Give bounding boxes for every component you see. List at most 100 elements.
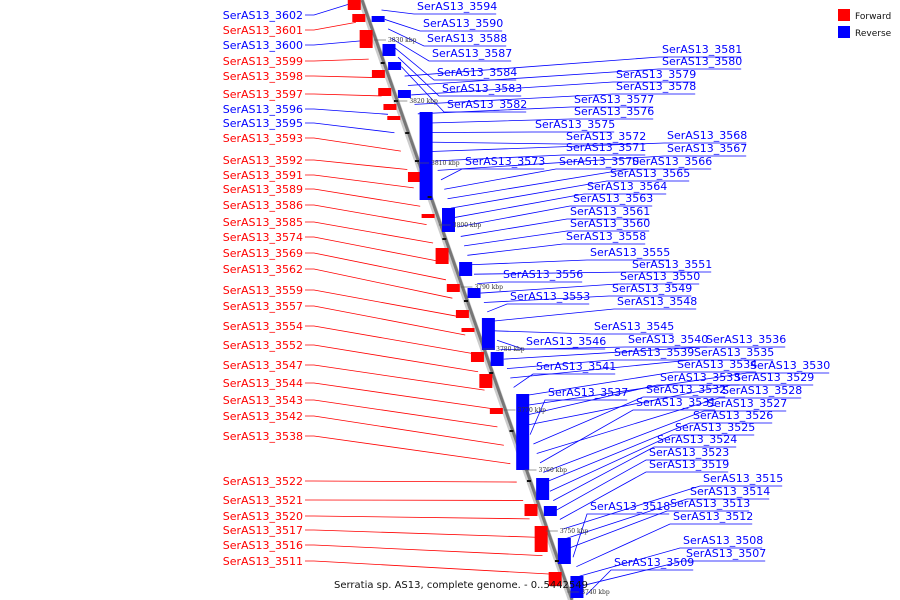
- gene-label-right[interactable]: SerAS13_3508: [683, 534, 763, 547]
- gene-label-right[interactable]: SerAS13_3545: [594, 320, 674, 333]
- gene-label-right[interactable]: SerAS13_3513: [670, 497, 750, 510]
- gene-label-right[interactable]: SerAS13_3588: [427, 32, 507, 45]
- gene-label-left[interactable]: SerAS13_3542: [223, 410, 303, 423]
- gene-label-right[interactable]: SerAS13_3523: [649, 446, 729, 459]
- gene-label-right[interactable]: SerAS13_3576: [574, 105, 654, 118]
- gene-label-left[interactable]: SerAS13_3569: [223, 247, 303, 260]
- gene-label-right[interactable]: SerAS13_3512: [673, 510, 753, 523]
- gene-label-right[interactable]: SerAS13_3548: [617, 295, 697, 308]
- label-connector: [305, 289, 459, 317]
- gene-label-right[interactable]: SerAS13_3530: [750, 359, 830, 372]
- label-connector: [559, 471, 729, 520]
- gene-label-left[interactable]: SerAS13_3517: [223, 524, 303, 537]
- gene-label-left[interactable]: SerAS13_3601: [223, 24, 303, 37]
- gene-label-right[interactable]: SerAS13_3535: [694, 346, 774, 359]
- gene-label-right[interactable]: SerAS13_3568: [667, 129, 747, 142]
- gene-label-left[interactable]: SerAS13_3544: [223, 377, 303, 390]
- gene-label-left[interactable]: SerAS13_3552: [223, 339, 303, 352]
- gene-label-left[interactable]: SerAS13_3516: [223, 539, 303, 552]
- gene-label-right[interactable]: SerAS13_3571: [566, 141, 646, 154]
- gene-label-left[interactable]: SerAS13_3538: [223, 430, 303, 443]
- gene-label-left[interactable]: SerAS13_3586: [223, 199, 303, 212]
- gene-label-left[interactable]: SerAS13_3592: [223, 154, 303, 167]
- gene-label-right[interactable]: SerAS13_3534: [677, 358, 757, 371]
- gene-label-left[interactable]: SerAS13_3600: [223, 39, 303, 52]
- gene-labels[interactable]: SerAS13_3602 SerAS13_3601 SerAS13_3600 SerA…: [223, 0, 831, 569]
- gene-label-left[interactable]: SerAS13_3593: [223, 132, 303, 145]
- gene-label-right[interactable]: SerAS13_3551: [632, 258, 712, 271]
- gene-label-right[interactable]: SerAS13_3514: [690, 485, 770, 498]
- gene-label-right[interactable]: SerAS13_3529: [734, 371, 814, 384]
- gene-label-right[interactable]: SerAS13_3509: [614, 556, 694, 569]
- gene-label-right[interactable]: SerAS13_3539: [614, 346, 694, 359]
- gene-label-right[interactable]: SerAS13_3553: [510, 290, 590, 303]
- gene-label-left[interactable]: SerAS13_3589: [223, 183, 303, 196]
- gene-label-right[interactable]: SerAS13_3587: [432, 47, 512, 60]
- gene-label-right[interactable]: SerAS13_3575: [535, 118, 615, 131]
- gene-label-left[interactable]: SerAS13_3602: [223, 9, 303, 22]
- gene-label-right[interactable]: SerAS13_3555: [590, 246, 670, 259]
- gene-label-left[interactable]: SerAS13_3559: [223, 284, 303, 297]
- gene-label-right[interactable]: SerAS13_3583: [442, 82, 522, 95]
- gene-label-right[interactable]: SerAS13_3541: [536, 360, 616, 373]
- gene-label-left[interactable]: SerAS13_3595: [223, 117, 303, 130]
- gene-label-right[interactable]: SerAS13_3573: [465, 155, 545, 168]
- gene-label-right[interactable]: SerAS13_3579: [616, 68, 696, 81]
- gene-label-right[interactable]: SerAS13_3561: [570, 205, 650, 218]
- gene-label-left[interactable]: SerAS13_3511: [223, 555, 303, 568]
- gene-label-left[interactable]: SerAS13_3597: [223, 88, 303, 101]
- gene-label-left[interactable]: SerAS13_3554: [223, 320, 303, 333]
- gene-label-right[interactable]: SerAS13_3594: [417, 0, 497, 13]
- gene-label-right[interactable]: SerAS13_3582: [447, 98, 527, 111]
- gene-label-right[interactable]: SerAS13_3580: [662, 55, 742, 68]
- gene-label-right[interactable]: SerAS13_3507: [686, 547, 766, 560]
- gene-label-right[interactable]: SerAS13_3525: [675, 421, 755, 434]
- gene-label-right[interactable]: SerAS13_3524: [657, 433, 737, 446]
- gene-label-right[interactable]: SerAS13_3546: [526, 335, 606, 348]
- gene-label-right[interactable]: SerAS13_3527: [707, 397, 787, 410]
- gene-label-left[interactable]: SerAS13_3574: [223, 231, 303, 244]
- gene-label-right[interactable]: SerAS13_3577: [574, 93, 654, 106]
- gene-label-right[interactable]: SerAS13_3556: [503, 268, 583, 281]
- gene-label-right[interactable]: SerAS13_3533: [660, 371, 740, 384]
- gene-label-right[interactable]: SerAS13_3570: [559, 155, 639, 168]
- gene-label-right[interactable]: SerAS13_3537: [548, 386, 628, 399]
- gene-label-right[interactable]: SerAS13_3572: [566, 130, 646, 143]
- gene-label-right[interactable]: SerAS13_3536: [706, 333, 786, 346]
- gene-label-right[interactable]: SerAS13_3515: [703, 472, 783, 485]
- gene-label-right[interactable]: SerAS13_3558: [566, 230, 646, 243]
- gene-label-left[interactable]: SerAS13_3543: [223, 394, 303, 407]
- gene-label-right[interactable]: SerAS13_3550: [620, 270, 700, 283]
- gene-label-right[interactable]: SerAS13_3565: [610, 167, 690, 180]
- scale-tick-label: 3760 kbp: [539, 467, 568, 474]
- label-connector: [305, 560, 549, 575]
- gene-label-right[interactable]: SerAS13_3549: [612, 282, 692, 295]
- gene-label-right[interactable]: SerAS13_3526: [693, 409, 773, 422]
- gene-label-left[interactable]: SerAS13_3598: [223, 70, 303, 83]
- gene-label-right[interactable]: SerAS13_3560: [570, 217, 650, 230]
- gene-label-right[interactable]: SerAS13_3531: [636, 396, 716, 409]
- gene-label-left[interactable]: SerAS13_3522: [223, 475, 303, 488]
- gene-label-right[interactable]: SerAS13_3532: [646, 383, 726, 396]
- gene-label-right[interactable]: SerAS13_3566: [632, 155, 712, 168]
- gene-label-right[interactable]: SerAS13_3518: [590, 500, 670, 513]
- gene-label-right[interactable]: SerAS13_3563: [573, 192, 653, 205]
- gene-label-left[interactable]: SerAS13_3521: [223, 494, 303, 507]
- gene-label-right[interactable]: SerAS13_3567: [667, 142, 747, 155]
- gene-label-left[interactable]: SerAS13_3585: [223, 216, 303, 229]
- gene-label-right[interactable]: SerAS13_3519: [649, 458, 729, 471]
- gene-label-left[interactable]: SerAS13_3591: [223, 169, 303, 182]
- gene-label-left[interactable]: SerAS13_3520: [223, 510, 303, 523]
- gene-label-right[interactable]: SerAS13_3578: [616, 80, 696, 93]
- gene-label-left[interactable]: SerAS13_3547: [223, 359, 303, 372]
- gene-label-left[interactable]: SerAS13_3599: [223, 55, 303, 68]
- gene-label-right[interactable]: SerAS13_3584: [437, 66, 517, 79]
- gene-label-right[interactable]: SerAS13_3581: [662, 43, 742, 56]
- gene-label-right[interactable]: SerAS13_3564: [587, 180, 667, 193]
- gene-label-left[interactable]: SerAS13_3562: [223, 263, 303, 276]
- gene-label-right[interactable]: SerAS13_3590: [423, 17, 503, 30]
- gene-label-left[interactable]: SerAS13_3596: [223, 103, 303, 116]
- gene-label-left[interactable]: SerAS13_3557: [223, 300, 303, 313]
- gene-label-right[interactable]: SerAS13_3528: [722, 384, 802, 397]
- gene-label-right[interactable]: SerAS13_3540: [628, 333, 708, 346]
